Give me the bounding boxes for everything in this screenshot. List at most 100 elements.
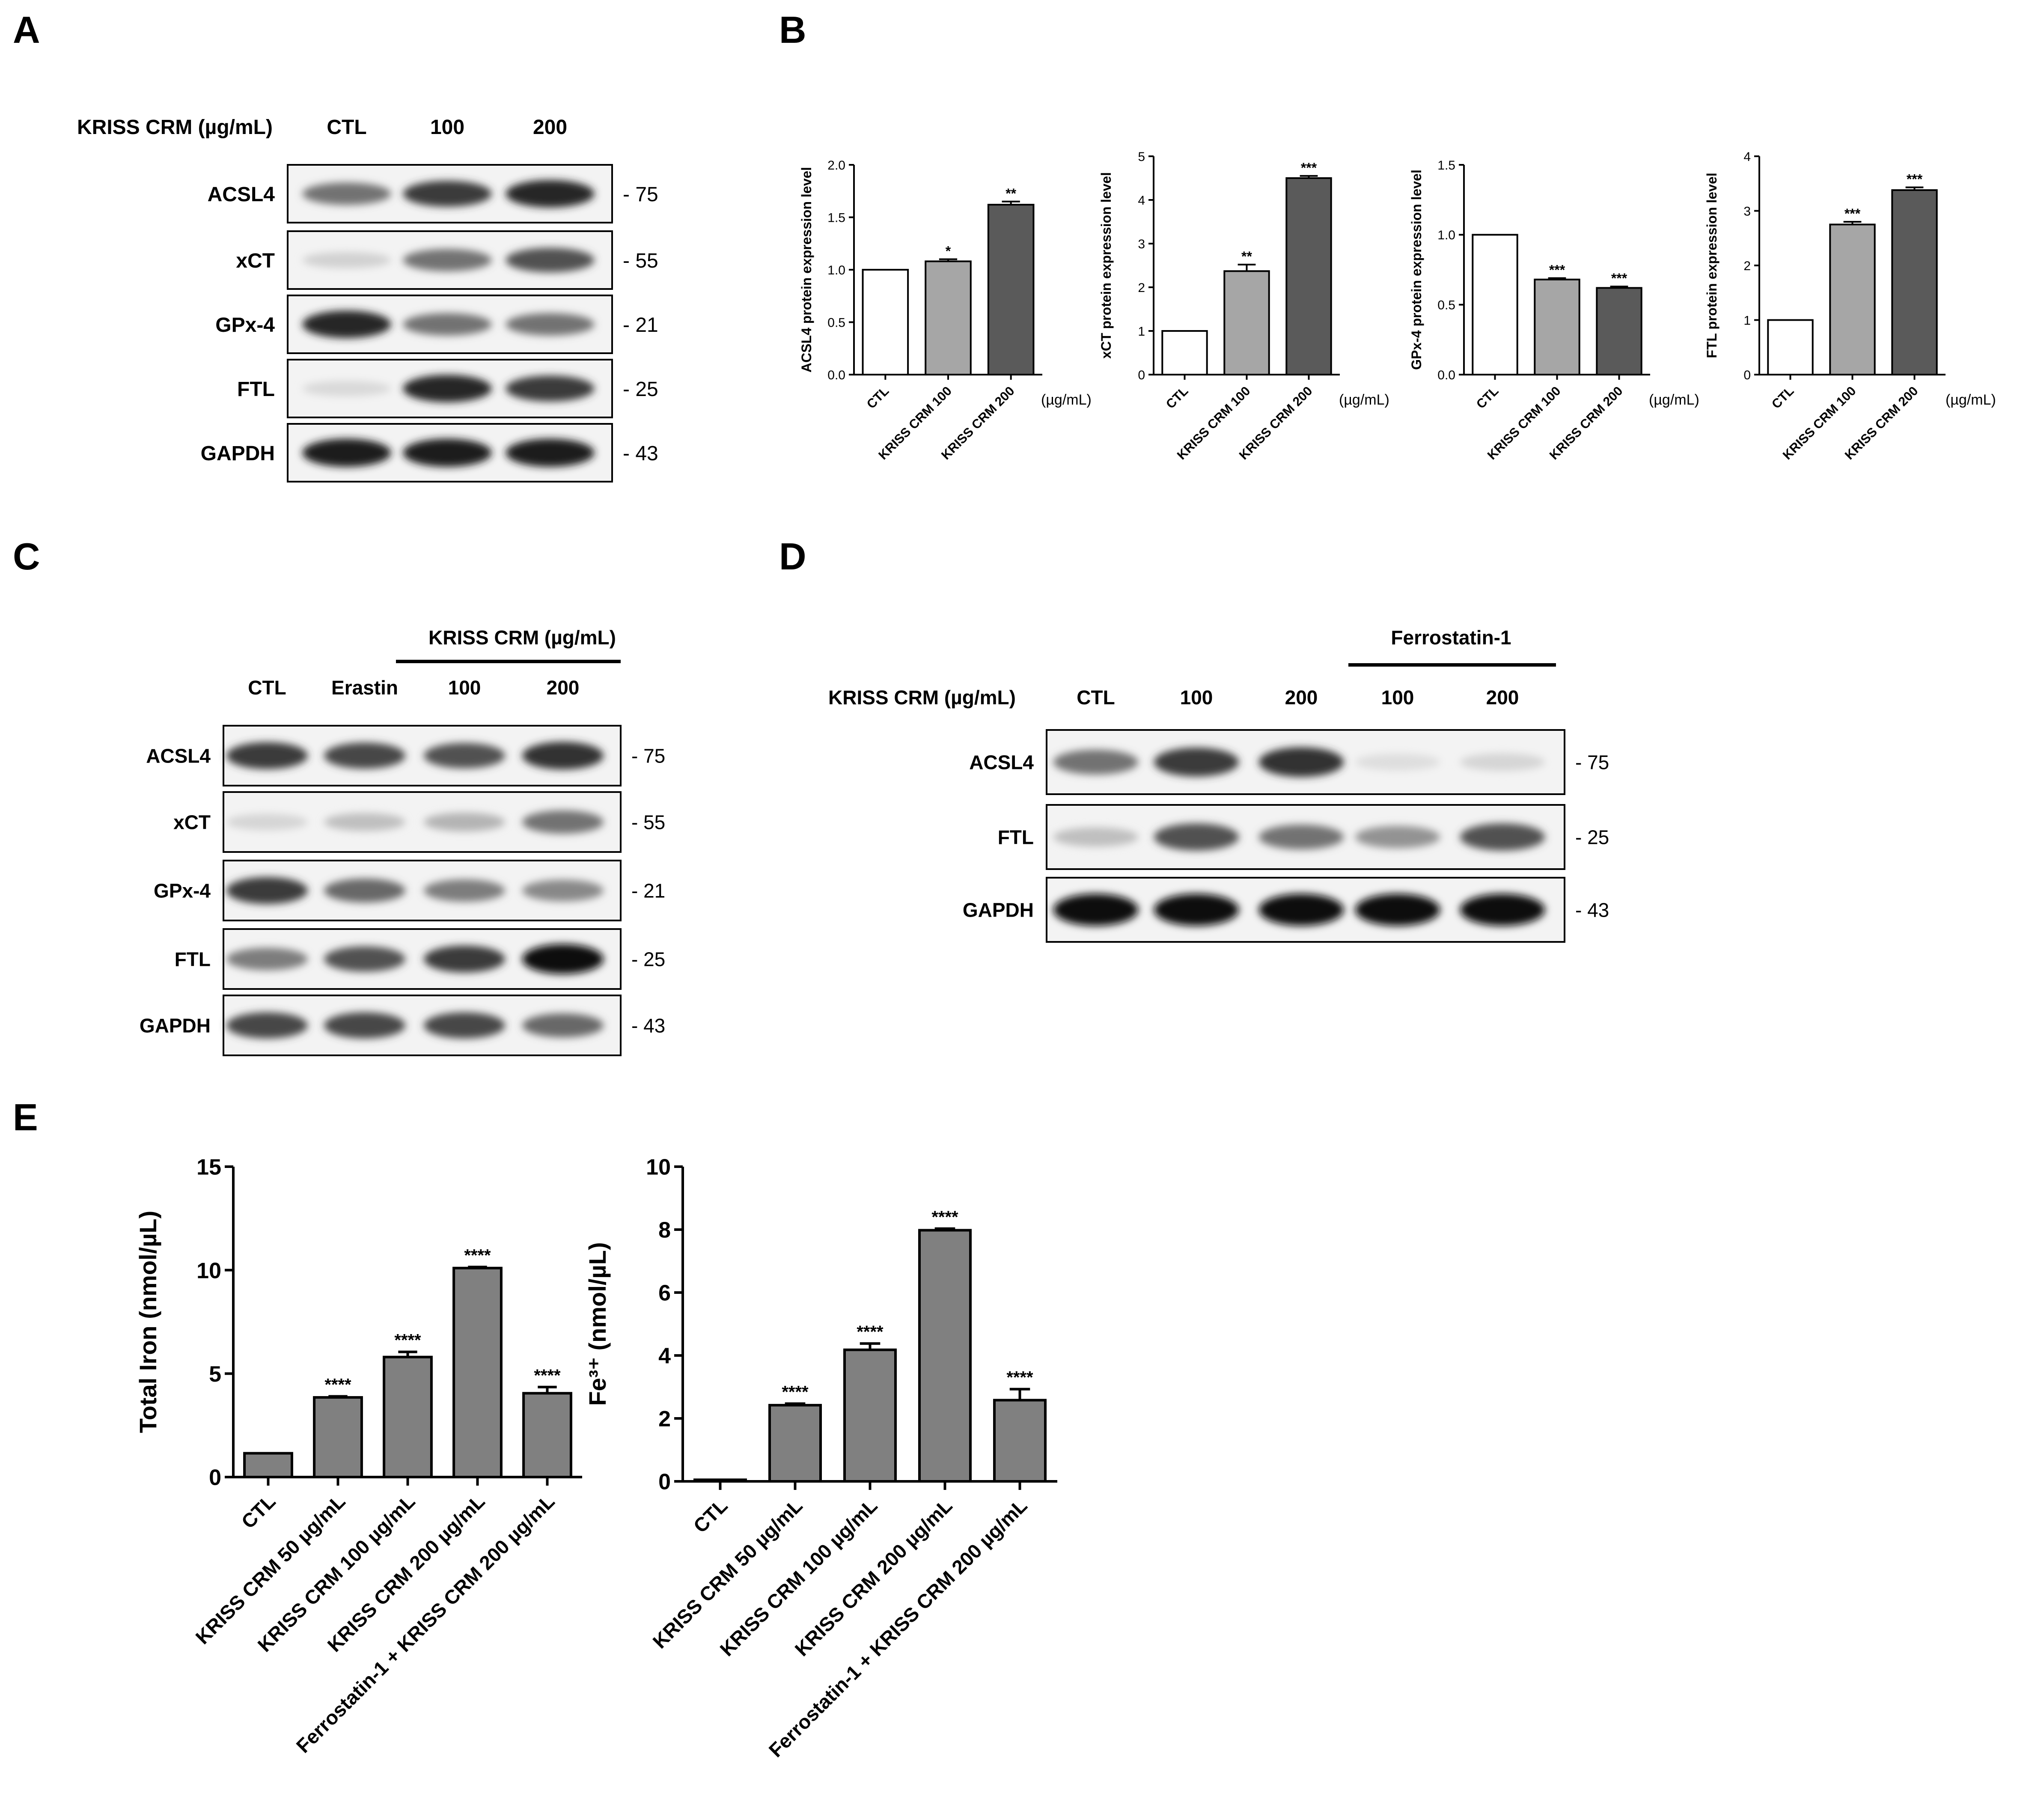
protein-band [226,813,308,831]
y-axis-label: FTL protein expression level [1704,173,1720,358]
y-tick-label: 2.0 [827,158,845,173]
protein-band [1053,827,1139,847]
protein-band [1355,754,1440,771]
bar [1285,177,1332,375]
protein-band [226,742,308,769]
protein-band [522,742,604,770]
mw-marker: - 25 [1575,826,1609,849]
y-tick-label: 8 [658,1218,671,1243]
lane-label: CTL [1077,686,1115,709]
x-category-label: Ferrostatin-1 + KRISS CRM 200 µg/mL [292,1490,559,1757]
protein-band [302,182,391,205]
y-tick-label: 4 [658,1344,671,1369]
y-tick-label: 15 [196,1155,221,1180]
protein-band [506,247,595,273]
protein-band [522,810,604,834]
y-tick-label: 0 [1743,368,1751,382]
y-tick-label: 10 [646,1155,671,1180]
protein-band [302,381,391,396]
y-axis-label: xCT protein expression level [1098,172,1114,359]
x-unit-label: (µg/mL) [1946,392,1996,408]
mw-marker: - 25 [631,948,665,971]
protein-band [324,813,406,831]
significance-marker: **** [464,1246,491,1265]
x-category-label: KRISS CRM 200 µg/mL [790,1494,956,1660]
chart-gpx4-expression: 0.0 0.5 1.0 1.5 GPx-4 protein expression lev… [1409,158,1699,462]
significance-marker: *** [1549,262,1565,278]
protein-band [423,813,506,831]
protein-band [1258,747,1344,777]
bar [1534,278,1580,375]
x-unit-label: (µg/mL) [1649,392,1699,408]
significance-marker: **** [782,1382,809,1401]
protein-band [506,375,595,402]
y-tick-label: 4 [1743,150,1751,164]
blot-a-treatment-label: KRISS CRM (µg/mL) [77,116,273,139]
protein-label: ACSL4 [208,183,275,206]
significance-marker: **** [857,1323,884,1341]
significance-marker: ** [1241,249,1252,264]
blot-d-group-label: Ferrostatin-1 [1391,626,1511,649]
protein-band [1460,823,1545,851]
significance-marker: **** [1006,1368,1033,1387]
x-category-label: KRISS CRM 100 µg/mL [715,1494,881,1660]
mw-marker: - 55 [631,811,665,834]
protein-band [506,438,595,467]
x-category-label: CTL [1769,384,1797,412]
protein-band [403,181,492,207]
protein-label: ACSL4 [969,751,1034,774]
significance-marker: **** [324,1376,351,1394]
y-tick-label: 1.0 [827,263,845,277]
protein-band [1154,823,1239,851]
protein-label: GAPDH [963,899,1034,921]
protein-band [522,1013,604,1037]
x-category-label: CTL [864,384,892,412]
protein-band [1154,894,1239,926]
mw-marker: - 43 [1575,899,1609,921]
protein-band [1258,824,1344,850]
protein-band [506,313,595,336]
y-tick-label: 0 [1138,368,1145,382]
y-tick-label: 0 [209,1466,221,1490]
blot-c-group-label: KRISS CRM (µg/mL) [428,626,616,649]
protein-band [1460,753,1545,771]
western-blot-c: KRISS CRM (µg/mL) CTL Erastin 100 200 ACSL4 -… [140,626,665,1056]
y-tick-label: 0.0 [1437,368,1455,382]
bar [1596,287,1642,376]
protein-label: xCT [173,811,211,834]
protein-band [1355,894,1440,926]
protein-band [423,743,506,769]
bar [452,1266,503,1478]
significance-marker: **** [394,1331,421,1350]
bar [993,1399,1047,1483]
y-tick-label: 6 [658,1281,671,1306]
bar [768,1404,822,1483]
y-tick-label: 2 [1743,259,1751,273]
y-tick-label: 0 [658,1470,671,1495]
x-category-label: Ferrostatin-1 + KRISS CRM 200 µg/mL [765,1494,1032,1761]
protein-label: GAPDH [201,442,275,465]
protein-band [423,945,506,973]
y-axis-label: Total Iron (nmol/µL) [134,1211,161,1433]
y-tick-label: 0.0 [827,368,845,382]
chart-acsl4-expression: 0.0 0.5 1.0 1.5 2.0 ACSL4 protein expression … [799,158,1092,462]
lane-label: CTL [248,676,286,699]
chart-fe3-iron: 0 2 4 6 8 10 Fe³⁺ (nmol/µL) CTL **** KRISS CRM 50… [584,1155,1057,1761]
y-tick-label: 1 [1743,313,1751,328]
lane-label: 200 [547,676,580,699]
y-tick-label: 5 [1138,150,1145,164]
y-tick-label: 1.5 [827,211,845,225]
significance-marker: **** [931,1208,958,1227]
mw-marker: - 21 [631,880,665,902]
protein-band [423,879,506,902]
protein-band [1460,894,1545,926]
protein-band [1355,825,1440,849]
significance-marker: *** [1301,160,1317,176]
western-blot-a: KRISS CRM (µg/mL) CTL 100 200 ACSL4 - 75 xCT -… [77,116,658,483]
protein-band [423,1012,506,1039]
significance-marker: * [946,244,951,259]
y-tick-label: 10 [196,1258,221,1283]
bar [925,260,972,376]
bar [843,1348,897,1483]
